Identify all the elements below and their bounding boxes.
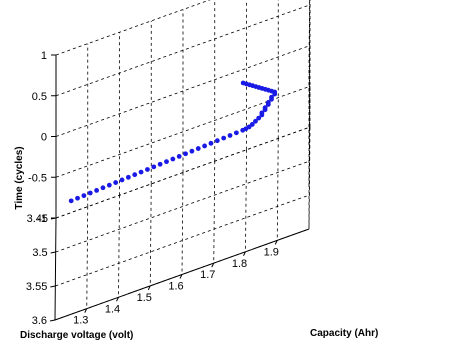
grid-line-back-z [55, 4, 311, 97]
z-tick-label: -1 [37, 213, 47, 225]
data-point [106, 182, 112, 188]
x-tick-mark [243, 251, 246, 256]
y-tick-label: 3.6 [32, 315, 47, 327]
data-point [87, 190, 93, 196]
data-point [269, 94, 274, 100]
x-tick-label: 1.4 [105, 303, 120, 315]
data-points [68, 80, 278, 204]
y-tick-label: 3.45 [27, 213, 48, 225]
x-axis-label: Capacity (Ahr) [310, 328, 378, 339]
data-point [164, 159, 169, 165]
z-tick-label: -0.5 [28, 172, 47, 184]
data-point [170, 156, 176, 162]
data-point [145, 167, 150, 172]
x-tick-label: 1.9 [264, 246, 279, 258]
grid-line-side-z [308, 86, 311, 189]
data-point [262, 105, 268, 111]
data-point [259, 110, 265, 116]
data-point [176, 153, 182, 159]
data-point [132, 172, 138, 178]
grid-line-floor-y [55, 194, 310, 287]
x-tick-mark [179, 274, 183, 279]
grid-line-floor-y [55, 160, 310, 253]
data-point [75, 195, 80, 201]
x-tick-label: 1.3 [73, 315, 88, 327]
data-point [256, 115, 262, 121]
y-tick-mark [50, 251, 56, 254]
y-axis-line [54, 217, 57, 321]
data-point [227, 133, 233, 138]
grid-line-back-z [55, 126, 311, 219]
y-axis-label: Discharge voltage (volt) [20, 330, 133, 341]
grid-line-floor-x [245, 149, 247, 252]
grid-line-floor-x [276, 138, 279, 241]
grid-line-side-z [308, 45, 311, 148]
data-point [157, 161, 163, 167]
data-point [265, 100, 271, 105]
y-tick-labels: 3.45 3.5 3.55 3.6 [26, 213, 48, 327]
x-tick-mark [147, 285, 151, 291]
y-tick-mark [50, 285, 56, 288]
grid-line-side-z [308, 0, 311, 67]
x-tick-labels: 1.3 1.4 1.5 1.6 1.7 1.8 1.9 [73, 246, 279, 326]
data-point [68, 198, 74, 204]
x-tick-label: 1.6 [168, 281, 183, 293]
data-point [151, 164, 157, 170]
grid-line-floor-x [213, 161, 216, 264]
grid-line-back-z [55, 45, 311, 137]
y-tick-label: 3.55 [26, 281, 47, 293]
data-point [253, 118, 258, 124]
data-point [94, 187, 100, 193]
data-point [138, 169, 144, 175]
data-point [202, 143, 208, 149]
x-tick-mark [84, 308, 88, 313]
x-tick-mark [116, 297, 119, 302]
data-point [189, 148, 195, 154]
data-point [100, 185, 106, 191]
x-tick-label: 1.8 [232, 258, 247, 270]
grid-line-floor-x [149, 183, 152, 286]
data-point [214, 138, 220, 144]
grid-line-floor-x [86, 206, 89, 309]
x-tick-label: 1.7 [200, 269, 215, 281]
x-tick-mark [211, 262, 215, 268]
data-point [119, 177, 125, 183]
x-tick-mark [274, 240, 278, 245]
grid-line-floor-x [118, 195, 120, 298]
grid-line-floor-x [181, 172, 184, 275]
data-point [233, 130, 239, 136]
z-tick-label: 0.5 [32, 91, 47, 103]
grid-line-side-z [308, 126, 311, 230]
grid-line-side-z [308, 4, 311, 107]
axes-box [49, 54, 310, 322]
data-point [221, 135, 227, 141]
data-point [195, 146, 201, 151]
z-axis-label: Time (cycles) [14, 146, 25, 209]
z-tick-label: 1 [41, 50, 47, 62]
data-point [125, 174, 131, 180]
data-point [183, 151, 188, 157]
data-point [208, 140, 214, 146]
grid-line-back-z [55, 0, 211, 56]
z-tick-label: 0 [41, 132, 47, 144]
data-point [81, 193, 87, 199]
z-tick-labels: -1 -0.5 0 0.5 1 [28, 50, 47, 225]
y-tick-label: 3.5 [32, 247, 47, 259]
data-point [113, 180, 119, 185]
y-tick-mark [49, 319, 56, 322]
data-point [249, 122, 255, 127]
grid-lines [54, 0, 311, 321]
x-tick-label: 1.5 [137, 292, 152, 304]
data-point [240, 80, 246, 86]
